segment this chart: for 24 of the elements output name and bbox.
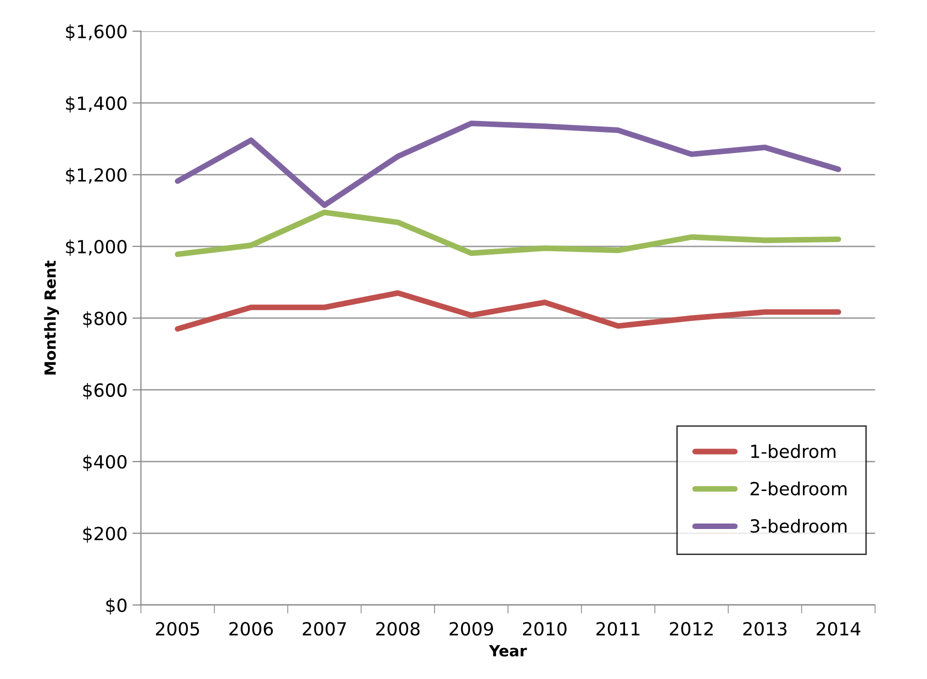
y-axis-title: Monthly Rent: [44, 260, 59, 374]
x-tick-label: 2014: [816, 622, 860, 636]
x-tick-label: 2007: [302, 622, 346, 636]
y-tick-label: $1,600: [66, 24, 127, 41]
x-tick-label: 2008: [376, 622, 420, 636]
y-tick-label: $0: [106, 598, 127, 615]
y-tick-label: $800: [83, 311, 127, 328]
y-tick-label: $600: [83, 382, 127, 400]
y-tick-label: $200: [83, 526, 127, 543]
legend-label: 3-bedroom: [750, 518, 846, 533]
x-tick-label: 2010: [523, 622, 566, 636]
x-tick-label: 2006: [229, 622, 273, 636]
x-tick-label: 2009: [450, 622, 493, 636]
y-tick-label: $1,400: [66, 96, 127, 112]
legend-label: 2-bedroom: [750, 482, 846, 496]
x-tick-label: 2013: [743, 622, 786, 636]
legend-label: 1-bedrom: [751, 444, 836, 458]
y-tick-label: $1,200: [66, 168, 127, 184]
x-tick-label: 2011: [596, 622, 640, 636]
y-tick-label: $1,000: [66, 240, 127, 256]
x-axis-title: Year: [488, 645, 527, 657]
y-tick-label: $400: [83, 454, 127, 472]
x-tick-label: 2012: [670, 622, 713, 636]
x-tick-label: 2005: [156, 622, 200, 636]
